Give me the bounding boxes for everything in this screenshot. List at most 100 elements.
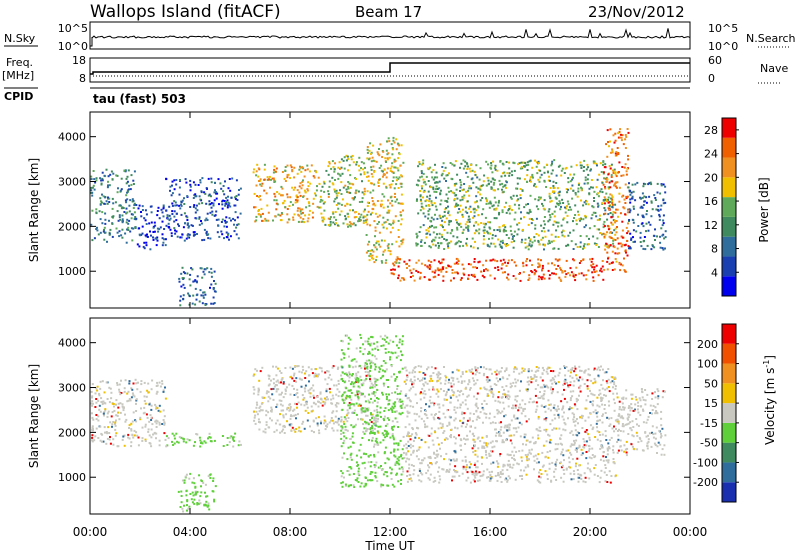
data-cell xyxy=(534,224,537,227)
data-cell xyxy=(547,242,550,245)
data-cell xyxy=(202,294,205,297)
data-cell xyxy=(466,237,468,240)
data-cell xyxy=(461,380,463,383)
data-cell xyxy=(520,161,523,164)
data-cell xyxy=(391,420,394,423)
data-cell xyxy=(389,436,392,439)
data-cell xyxy=(457,399,459,402)
data-cell xyxy=(99,387,102,390)
data-cell xyxy=(166,214,169,217)
data-cell xyxy=(385,431,388,433)
data-cell xyxy=(195,195,198,198)
data-cell xyxy=(471,372,474,375)
data-cell xyxy=(346,212,349,215)
data-cell xyxy=(641,192,644,195)
data-cell xyxy=(328,161,331,163)
data-cell xyxy=(576,398,579,401)
data-cell xyxy=(273,385,276,388)
data-cell xyxy=(602,161,605,164)
data-cell xyxy=(153,230,156,233)
data-cell xyxy=(374,378,377,380)
data-cell xyxy=(621,195,624,198)
data-cell xyxy=(433,402,436,405)
data-cell xyxy=(456,211,459,214)
data-cell xyxy=(334,190,336,193)
data-cell xyxy=(557,408,560,411)
data-cell xyxy=(554,258,557,261)
data-cell xyxy=(346,334,348,337)
data-cell xyxy=(363,348,366,351)
data-cell xyxy=(208,432,211,435)
data-cell xyxy=(522,265,525,268)
data-cell xyxy=(135,399,138,402)
data-cell xyxy=(126,175,129,178)
data-cell xyxy=(390,364,393,366)
data-cell xyxy=(311,372,314,375)
data-cell xyxy=(316,424,319,427)
data-cell xyxy=(210,271,213,274)
data-cell xyxy=(612,242,615,245)
data-cell xyxy=(359,346,362,349)
data-cell xyxy=(589,169,592,172)
data-cell xyxy=(343,476,345,479)
data-cell xyxy=(346,373,348,376)
data-cell xyxy=(535,233,538,235)
data-cell xyxy=(506,426,509,429)
data-cell xyxy=(431,240,433,243)
data-cell xyxy=(99,203,102,206)
data-cell xyxy=(294,186,297,189)
data-cell xyxy=(609,423,612,426)
data-cell xyxy=(379,143,382,146)
data-cell xyxy=(381,193,384,196)
data-cell xyxy=(577,213,580,216)
data-cell xyxy=(361,407,364,410)
data-cell xyxy=(369,224,371,227)
data-cell xyxy=(543,216,546,218)
nsky-tick-top: 10^5 xyxy=(58,22,88,35)
data-cell xyxy=(394,215,397,218)
data-cell xyxy=(341,377,344,380)
data-cell xyxy=(440,199,443,202)
data-cell xyxy=(366,171,369,174)
data-cell xyxy=(580,167,583,169)
data-cell xyxy=(292,216,295,219)
data-cell xyxy=(438,481,441,484)
data-cell xyxy=(508,374,511,377)
data-cell xyxy=(101,179,104,182)
data-cell xyxy=(341,198,344,201)
data-cell xyxy=(497,472,500,474)
data-cell xyxy=(126,191,128,194)
data-cell xyxy=(316,396,319,398)
data-cell xyxy=(576,457,579,460)
data-cell xyxy=(380,260,383,263)
data-cell xyxy=(292,203,294,206)
data-cell xyxy=(394,410,397,413)
data-cell xyxy=(370,160,373,163)
data-cell xyxy=(415,199,418,202)
data-cell xyxy=(95,418,98,421)
data-cell xyxy=(91,426,94,429)
data-cell xyxy=(150,221,153,224)
data-cell xyxy=(266,178,269,181)
data-cell xyxy=(270,409,272,412)
data-cell xyxy=(115,399,118,402)
data-cell xyxy=(340,437,343,440)
data-cell xyxy=(161,211,164,214)
data-cell xyxy=(534,227,537,230)
y-tick-label: 4000 xyxy=(58,131,86,144)
data-cell xyxy=(103,391,106,394)
data-cell xyxy=(571,395,574,398)
data-cell xyxy=(111,178,114,181)
data-cell xyxy=(497,188,500,191)
data-cell xyxy=(433,202,436,205)
data-cell xyxy=(284,388,287,391)
data-cell xyxy=(394,462,397,465)
data-cell xyxy=(307,366,310,369)
data-cell xyxy=(595,422,598,425)
colorbar-tick-label: 12 xyxy=(704,219,718,232)
data-cell xyxy=(557,443,560,446)
data-cell xyxy=(279,423,282,426)
data-cell xyxy=(664,185,667,188)
data-cell xyxy=(301,365,304,368)
data-cell xyxy=(390,472,393,475)
